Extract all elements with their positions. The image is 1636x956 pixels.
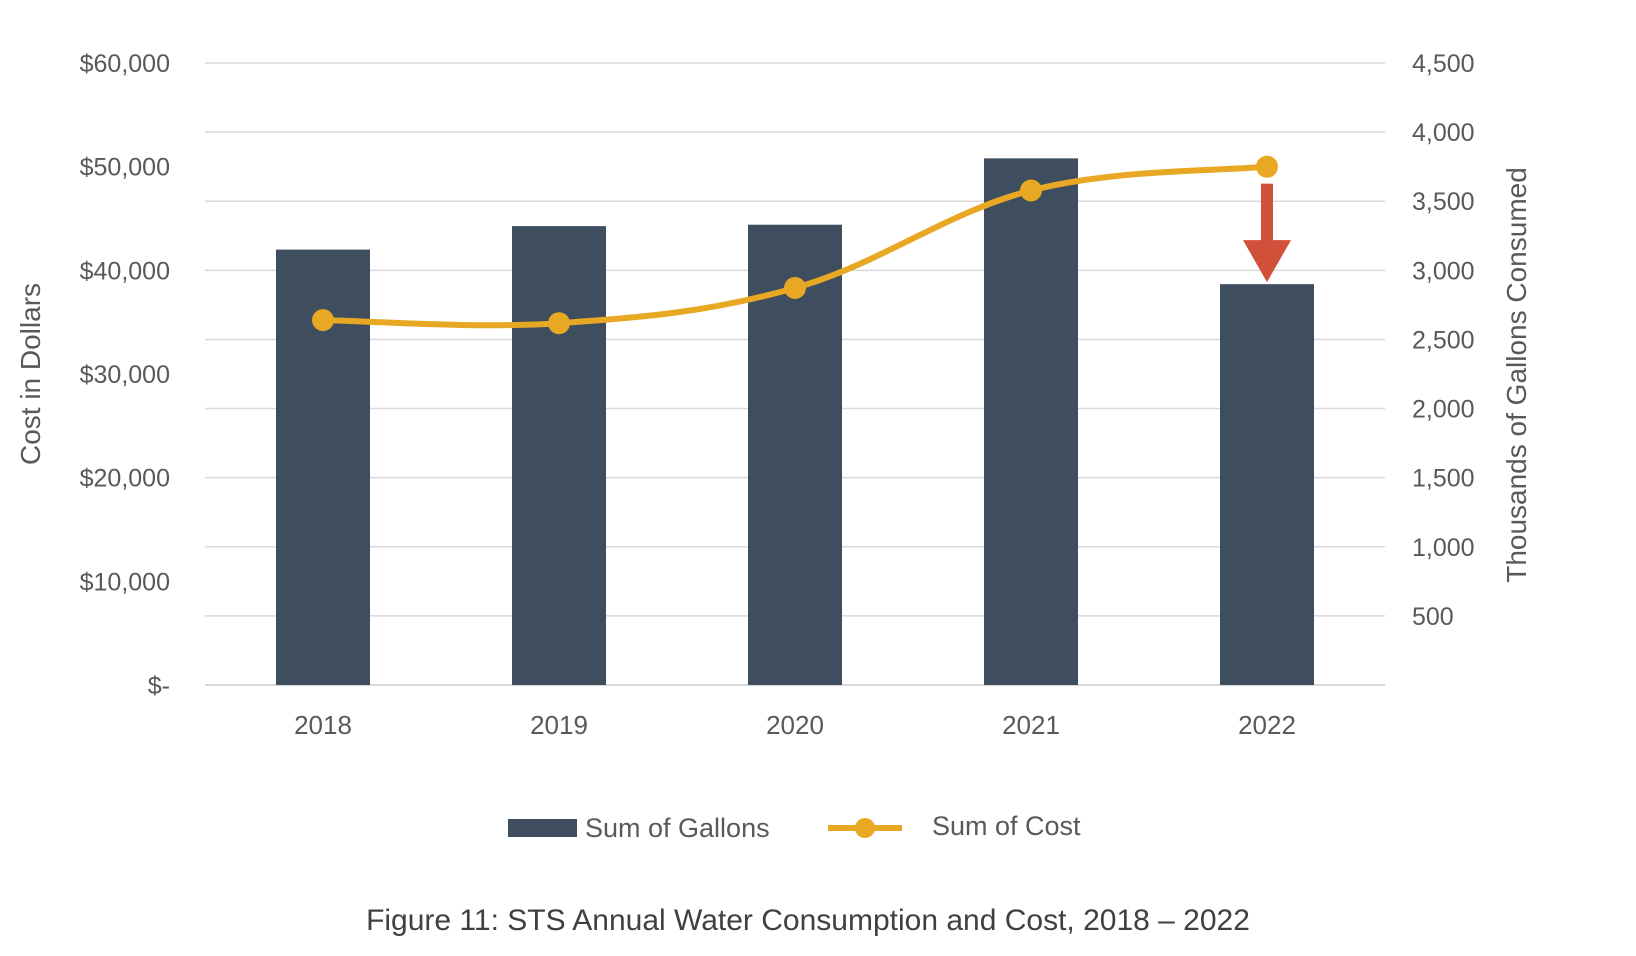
bar-series-gallons [276, 158, 1314, 685]
right-tick-label: 3,000 [1412, 257, 1475, 285]
point-cost [312, 309, 334, 332]
bar-gallons [512, 226, 606, 685]
annotation-arrow-head [1243, 240, 1291, 283]
point-cost [548, 312, 570, 335]
x-tick-label: 2022 [1238, 710, 1296, 740]
left-tick-label: $20,000 [80, 465, 170, 493]
right-tick-label: 2,000 [1412, 396, 1475, 424]
bar-gallons [1220, 284, 1314, 685]
right-axis-title: Thousands of Gallons Consumed [1501, 167, 1532, 583]
right-tick-label: 1,500 [1412, 465, 1475, 493]
annotation-arrow-shaft [1261, 183, 1273, 243]
right-tick-label: 2,500 [1412, 326, 1475, 354]
right-tick-label: 3,500 [1412, 188, 1475, 216]
left-tick-label: $10,000 [80, 568, 170, 596]
right-tick-label: 4,000 [1412, 119, 1475, 147]
legend-label-gallons: Sum of Gallons [585, 813, 770, 843]
left-tick-label: $40,000 [80, 257, 170, 285]
legend-swatch-cost-marker [855, 818, 875, 838]
line-series-cost [312, 155, 1278, 335]
left-tick-label: $30,000 [80, 361, 170, 389]
left-tick-label: $- [148, 672, 170, 700]
x-tick-label: 2018 [294, 710, 352, 740]
x-tick-label: 2021 [1002, 710, 1060, 740]
point-cost [784, 276, 806, 299]
legend: Sum of Gallons Sum of Cost [508, 811, 1081, 843]
x-tick-label: 2020 [766, 710, 824, 740]
left-axis-title: Cost in Dollars [15, 283, 46, 465]
legend-label-cost: Sum of Cost [932, 811, 1081, 841]
right-axis-ticks: 500 1,000 1,500 2,000 2,500 3,000 3,500 4,000 4,… [1412, 50, 1475, 631]
left-axis-ticks: $- $10,000 $20,000 $30,000 $40,000 $50,000 $60… [80, 50, 170, 700]
left-tick-label: $60,000 [80, 50, 170, 78]
point-cost [1020, 179, 1042, 202]
right-tick-label: 4,500 [1412, 50, 1475, 78]
legend-swatch-gallons [508, 819, 577, 837]
x-tick-label: 2019 [530, 710, 588, 740]
bar-gallons [984, 158, 1078, 685]
point-cost [1256, 155, 1278, 178]
annotation-arrow-group [1243, 183, 1291, 283]
bar-gallons [748, 224, 842, 685]
right-tick-label: 1,000 [1412, 534, 1475, 562]
left-tick-label: $50,000 [80, 154, 170, 182]
right-tick-label: 500 [1412, 603, 1454, 631]
figure-caption: Figure 11: STS Annual Water Consumption … [366, 904, 1250, 937]
x-axis-ticks: 2018 2019 2020 2021 2022 [294, 710, 1296, 740]
